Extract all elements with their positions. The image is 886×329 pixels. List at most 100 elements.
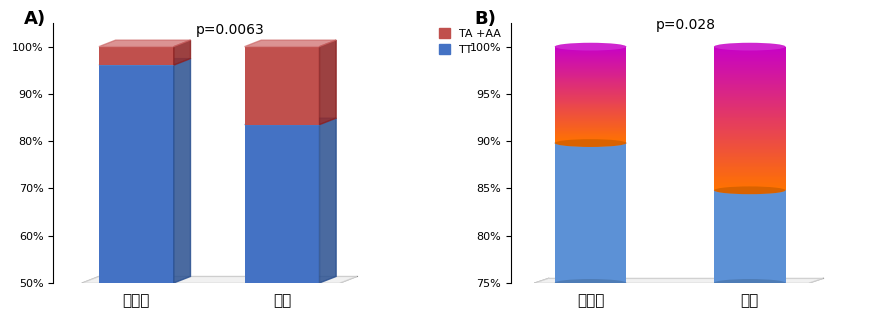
Polygon shape — [82, 276, 357, 283]
Bar — [714, 219, 786, 220]
Bar — [555, 218, 626, 220]
Bar — [714, 162, 786, 163]
Bar — [714, 75, 786, 77]
Bar — [714, 87, 786, 88]
Bar — [714, 216, 786, 217]
Bar — [555, 60, 626, 61]
Bar — [714, 179, 786, 180]
Bar — [714, 205, 786, 206]
Bar — [714, 103, 786, 104]
Bar — [555, 277, 626, 279]
Bar — [555, 106, 626, 107]
Bar — [714, 68, 786, 70]
Bar — [714, 228, 786, 229]
Bar — [714, 51, 786, 52]
Bar — [555, 190, 626, 192]
Bar — [714, 91, 786, 93]
Bar — [555, 215, 626, 216]
Bar — [555, 212, 626, 213]
Bar — [555, 223, 626, 224]
Bar — [714, 84, 786, 86]
Bar — [714, 264, 786, 265]
Bar — [555, 262, 626, 263]
Bar — [714, 202, 786, 203]
Legend: TA +AA, TT: TA +AA, TT — [435, 23, 505, 60]
Bar — [555, 80, 626, 81]
Bar — [714, 54, 786, 55]
Bar — [555, 136, 626, 137]
Bar — [714, 113, 786, 114]
Bar — [714, 153, 786, 154]
Bar — [555, 69, 626, 70]
Bar — [714, 71, 786, 72]
Bar — [555, 220, 626, 221]
Bar — [714, 278, 786, 279]
Bar — [555, 112, 626, 113]
Bar — [714, 129, 786, 130]
Bar — [714, 238, 786, 239]
Bar — [555, 65, 626, 66]
Bar — [555, 111, 626, 112]
Bar — [714, 167, 786, 169]
Bar — [555, 202, 626, 203]
Bar — [555, 153, 626, 154]
Bar — [714, 80, 786, 81]
Bar — [555, 129, 626, 130]
Bar — [714, 255, 786, 256]
Bar — [555, 63, 626, 64]
Bar — [555, 127, 626, 128]
Bar — [714, 261, 786, 262]
Bar — [555, 161, 626, 163]
Polygon shape — [245, 118, 336, 125]
Bar — [714, 127, 786, 129]
Bar — [555, 134, 626, 135]
Bar — [714, 176, 786, 177]
Bar — [555, 76, 626, 77]
Bar — [714, 157, 786, 159]
Bar — [714, 97, 786, 98]
Bar — [714, 206, 786, 207]
Bar — [555, 149, 626, 150]
Bar — [555, 205, 626, 206]
Bar — [99, 47, 174, 65]
Bar — [555, 88, 626, 89]
Bar — [714, 191, 786, 192]
Bar — [555, 130, 626, 131]
Bar — [714, 199, 786, 200]
Bar — [555, 105, 626, 106]
Bar — [555, 221, 626, 223]
Bar — [555, 78, 626, 79]
Bar — [555, 122, 626, 123]
Bar — [714, 47, 786, 48]
Bar — [555, 92, 626, 93]
Bar — [555, 258, 626, 259]
Bar — [714, 275, 786, 276]
Bar — [714, 118, 786, 120]
Bar — [714, 277, 786, 278]
Ellipse shape — [714, 43, 786, 51]
Bar — [555, 216, 626, 217]
Bar — [714, 212, 786, 213]
Bar — [714, 241, 786, 242]
Bar — [714, 152, 786, 153]
Bar — [714, 254, 786, 255]
Bar — [99, 65, 174, 283]
Bar — [555, 85, 626, 86]
Bar — [714, 188, 786, 189]
Bar — [555, 237, 626, 238]
Bar — [245, 125, 320, 283]
Bar — [555, 157, 626, 159]
Bar — [555, 143, 626, 144]
Bar — [555, 103, 626, 104]
Bar — [714, 276, 786, 277]
Bar — [555, 62, 626, 63]
Bar — [714, 144, 786, 146]
Bar — [555, 50, 626, 51]
Bar — [555, 174, 626, 175]
Bar — [714, 114, 786, 115]
Polygon shape — [320, 118, 336, 283]
Text: p=0.028: p=0.028 — [656, 18, 716, 33]
Bar — [555, 246, 626, 248]
Bar — [714, 94, 786, 95]
Bar — [555, 179, 626, 181]
